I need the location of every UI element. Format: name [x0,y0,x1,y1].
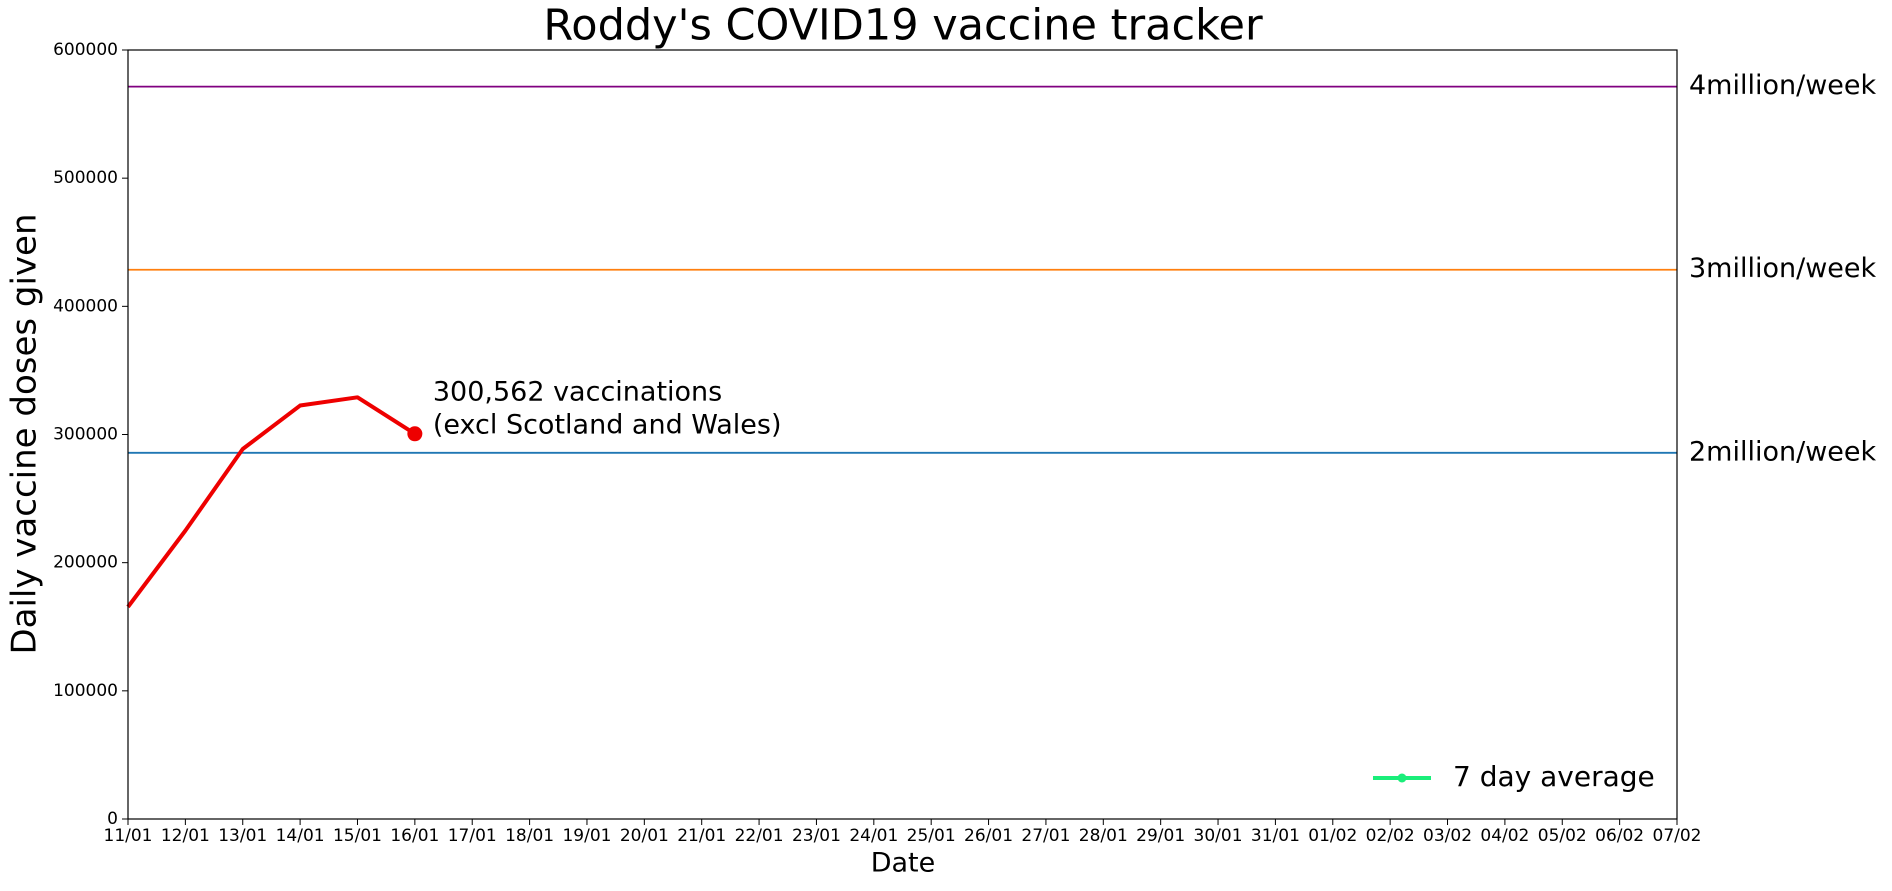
x-tick-label: 28/01 [1079,826,1128,846]
y-tick-label: 600000 [53,40,118,60]
y-axis-label: Daily vaccine doses given [5,213,45,654]
x-tick-label: 13/01 [218,826,267,846]
y-tick-label: 300000 [53,425,118,445]
annotation: 300,562 vaccinations [433,376,722,407]
x-tick-label: 29/01 [1136,826,1185,846]
x-tick-label: 27/01 [1021,826,1070,846]
x-tick-label: 02/02 [1366,826,1415,846]
x-tick-label: 04/02 [1480,826,1529,846]
x-tick-label: 07/02 [1653,826,1702,846]
legend-marker [1397,773,1407,783]
y-tick-label: 400000 [53,296,118,316]
x-tick-label: 11/01 [104,826,153,846]
annotation: (excl Scotland and Wales) [433,409,782,440]
x-tick-label: 14/01 [276,826,325,846]
x-axis-label: Date [871,848,936,879]
x-tick-label: 20/01 [620,826,669,846]
last-point [407,426,423,442]
x-tick-label: 03/02 [1423,826,1472,846]
x-tick-label: 24/01 [849,826,898,846]
x-tick-label: 12/01 [161,826,210,846]
x-tick-label: 17/01 [448,826,497,846]
x-tick-label: 19/01 [562,826,611,846]
x-tick-label: 01/02 [1308,826,1357,846]
x-tick-label: 23/01 [792,826,841,846]
reference-label: 2million/week [1689,436,1877,467]
x-tick-label: 21/01 [677,826,726,846]
reference-label: 3million/week [1689,253,1877,284]
x-tick-label: 30/01 [1194,826,1243,846]
x-tick-label: 31/01 [1251,826,1300,846]
y-tick-label: 100000 [53,681,118,701]
legend-label: 7 day average [1453,760,1655,793]
chart-title: Roddy's COVID19 vaccine tracker [543,1,1263,51]
x-tick-label: 05/02 [1538,826,1587,846]
y-tick-label: 0 [107,809,118,829]
y-tick-label: 200000 [53,553,118,573]
x-tick-label: 22/01 [735,826,784,846]
y-tick-label: 500000 [53,168,118,188]
series-line [126,395,416,609]
x-tick-label: 15/01 [333,826,382,846]
plot-frame [127,49,1678,820]
x-tick-label: 25/01 [907,826,956,846]
x-tick-label: 16/01 [390,826,439,846]
x-tick-label: 06/02 [1595,826,1644,846]
x-tick-label: 18/01 [505,826,554,846]
x-tick-label: 26/01 [964,826,1013,846]
reference-label: 4million/week [1689,70,1877,101]
